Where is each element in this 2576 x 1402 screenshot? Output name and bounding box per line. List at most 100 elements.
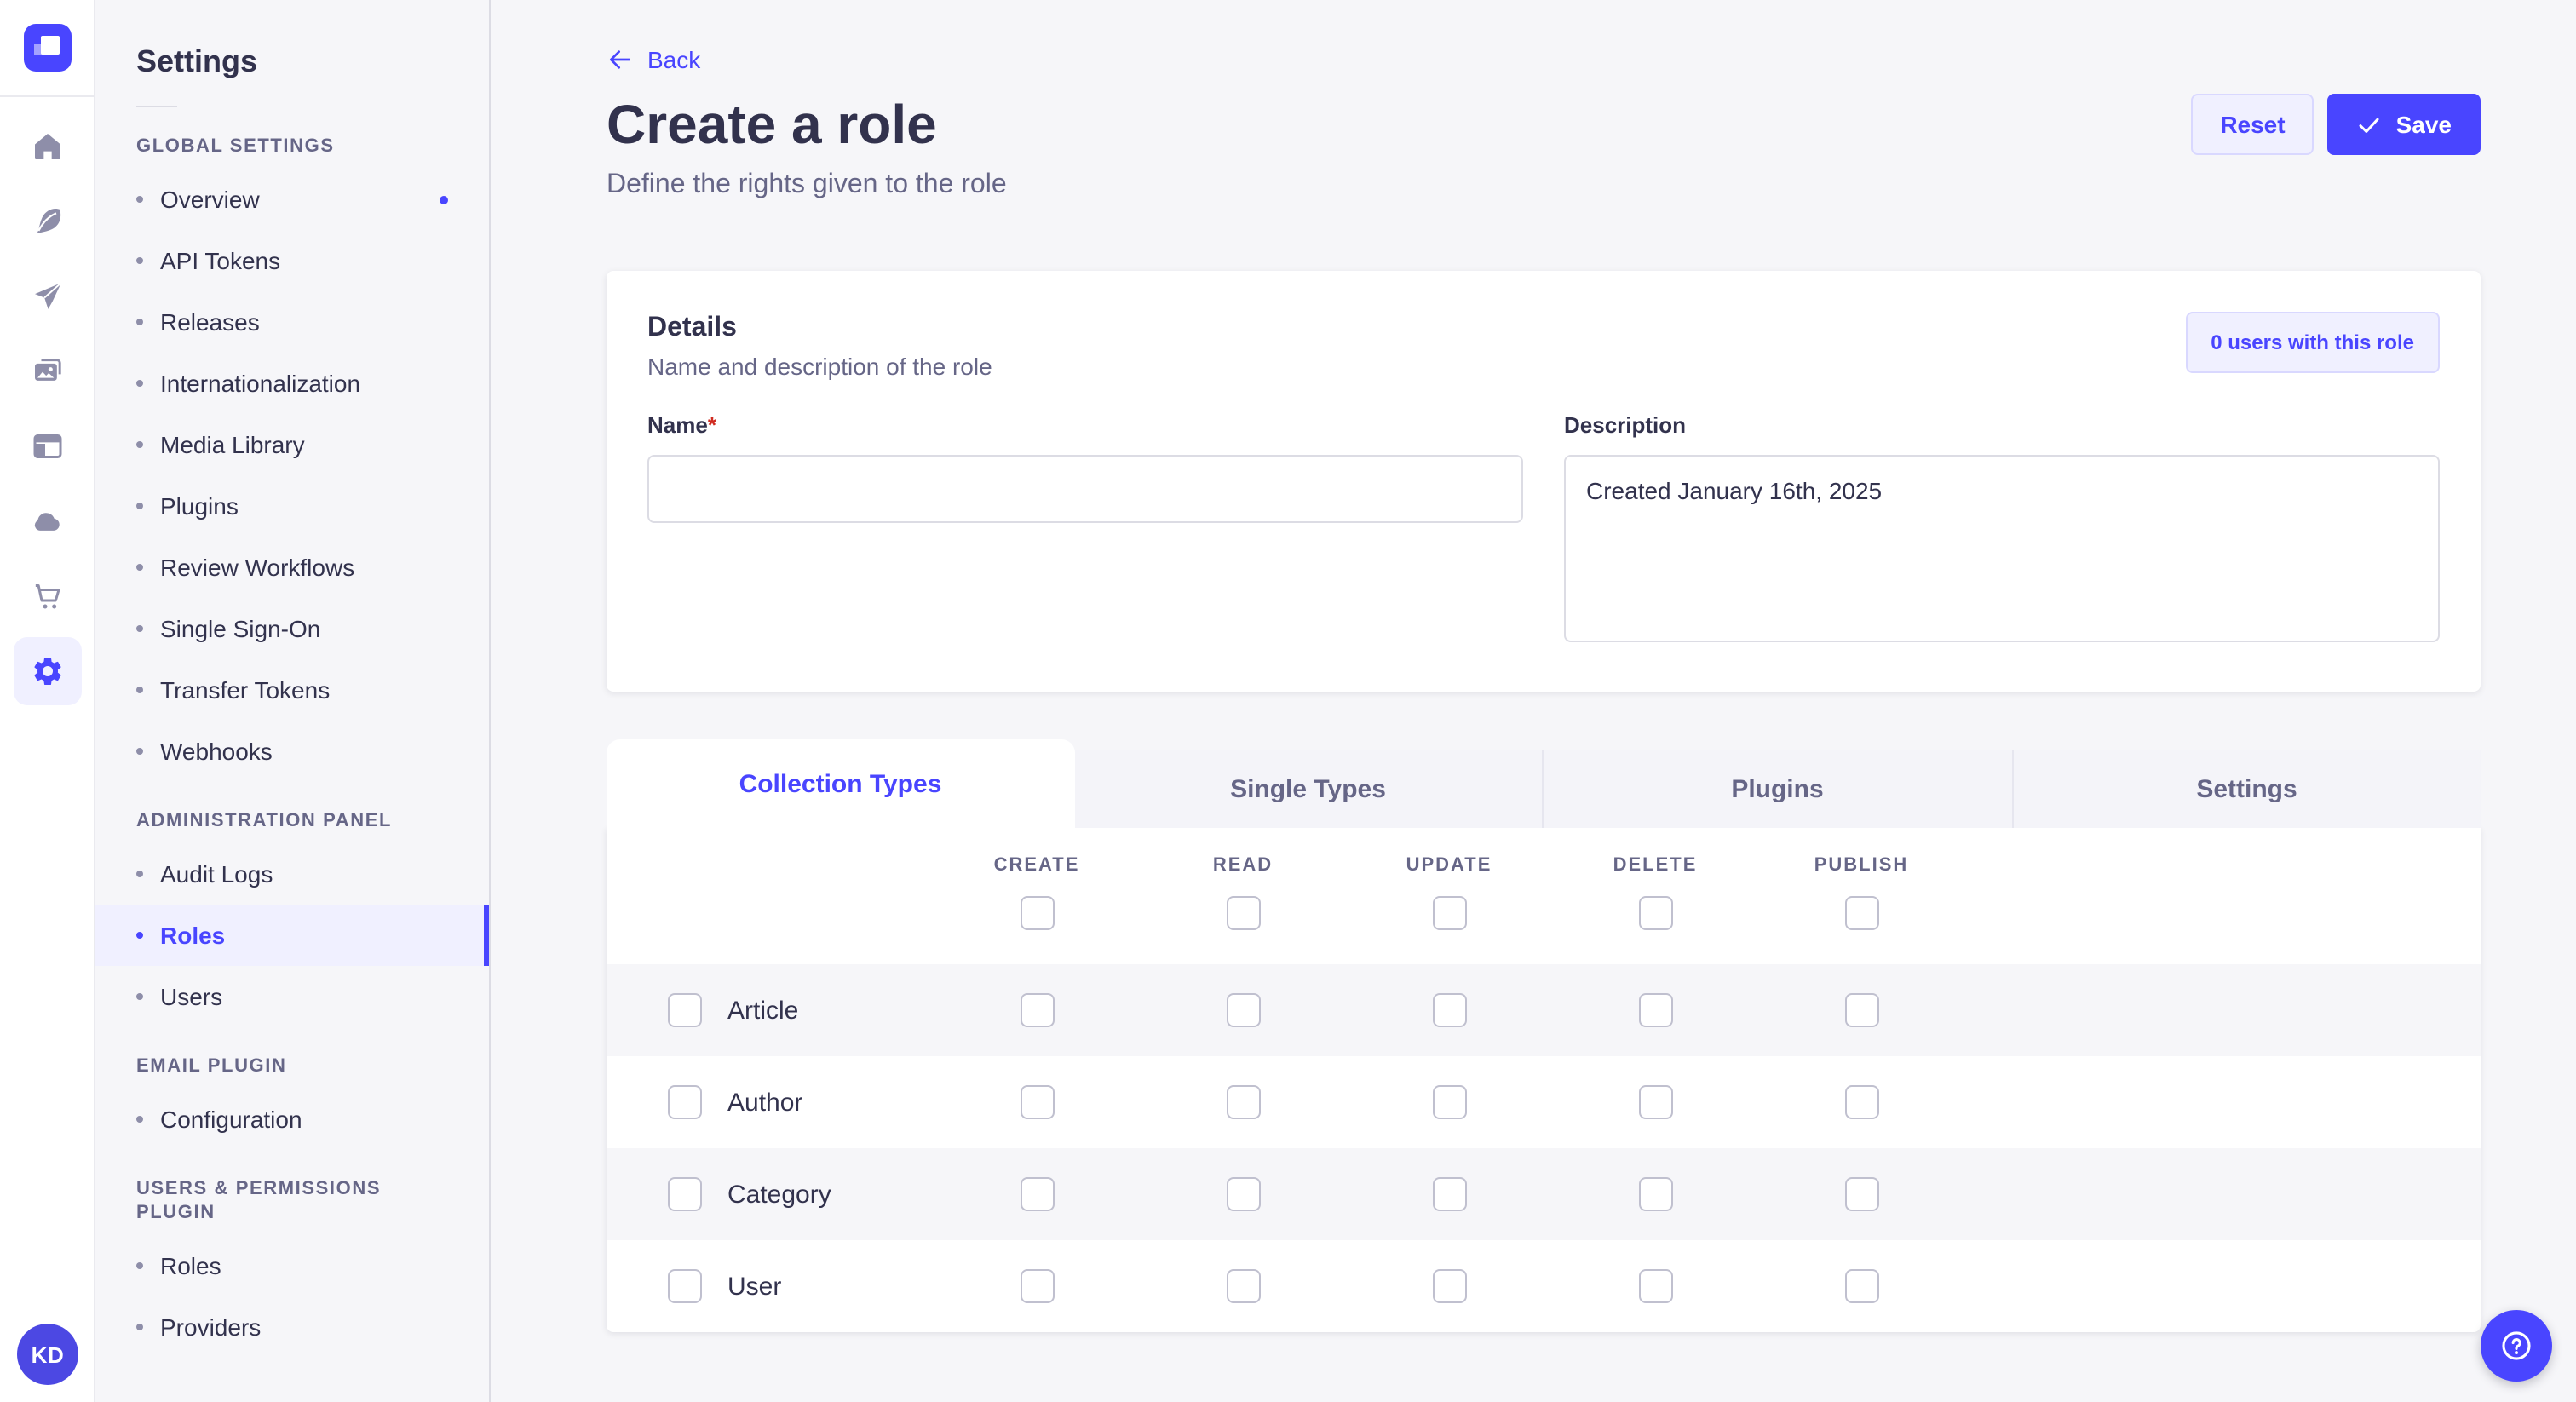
title-row: Create a role Reset Save: [607, 94, 2481, 155]
sidebar-section-administration-panel: ADMINISTRATION PANEL: [136, 811, 393, 831]
sidebar-item-api-tokens[interactable]: API Tokens: [95, 230, 489, 291]
sidebar-item-providers[interactable]: Providers: [95, 1296, 489, 1358]
sidebar-item-label: Overview: [160, 186, 260, 213]
details-title: Details: [647, 313, 737, 342]
sidebar-item-label: Roles: [160, 1252, 221, 1279]
sidebar-item-releases[interactable]: Releases: [95, 291, 489, 353]
bullet-icon: [136, 687, 143, 693]
row-label: User: [727, 1272, 782, 1301]
sidebar-item-audit-logs[interactable]: Audit Logs: [95, 843, 489, 905]
checkbox-user-create[interactable]: [1020, 1269, 1054, 1303]
column-header-create: CREATE: [993, 855, 1080, 876]
tab-collection-types[interactable]: Collection Types: [607, 739, 1074, 828]
bullet-icon: [136, 503, 143, 509]
paper-plane-icon[interactable]: [13, 262, 81, 330]
details-card-head: Details Name and description of the role…: [647, 312, 2440, 380]
sidebar-section-users-permissions-plugin: USERS & PERMISSIONS PLUGIN: [136, 1179, 382, 1223]
reset-label: Reset: [2220, 111, 2286, 138]
checkbox-user-publish[interactable]: [1844, 1269, 1878, 1303]
help-button[interactable]: [2481, 1310, 2552, 1382]
checkbox-author-read[interactable]: [1226, 1085, 1260, 1119]
checkbox-category-create[interactable]: [1020, 1177, 1054, 1211]
sidebar-item-configuration[interactable]: Configuration: [95, 1089, 489, 1150]
sidebar-title: Settings: [136, 44, 258, 78]
required-asterisk: *: [707, 412, 716, 438]
permissions-header-labels: CREATE READ UPDATE DELETE PUBLISH: [607, 855, 2481, 876]
checkbox-user-row[interactable]: [668, 1269, 702, 1303]
sidebar-item-single-sign-on[interactable]: Single Sign-On: [95, 598, 489, 659]
tab-plugins[interactable]: Plugins: [1542, 750, 2011, 828]
sidebar-item-internationalization[interactable]: Internationalization: [95, 353, 489, 414]
reset-button[interactable]: Reset: [2191, 94, 2314, 155]
sidebar-item-label: Providers: [160, 1313, 262, 1341]
bullet-icon: [136, 625, 143, 632]
checkbox-article-publish[interactable]: [1844, 993, 1878, 1027]
sidebar-item-roles-admin[interactable]: Roles: [95, 905, 489, 966]
checkbox-author-update[interactable]: [1432, 1085, 1466, 1119]
checkbox-category-delete[interactable]: [1638, 1177, 1672, 1211]
bullet-icon: [136, 871, 143, 877]
sidebar-item-plugins[interactable]: Plugins: [95, 475, 489, 537]
sidebar-item-label: Webhooks: [160, 738, 273, 765]
checkbox-article-update[interactable]: [1432, 993, 1466, 1027]
checkbox-user-update[interactable]: [1432, 1269, 1466, 1303]
checkbox-user-delete[interactable]: [1638, 1269, 1672, 1303]
checkbox-article-row[interactable]: [668, 993, 702, 1027]
table-row-author: Author: [607, 1056, 2481, 1148]
name-input[interactable]: [647, 455, 1523, 523]
checkbox-category-row[interactable]: [668, 1177, 702, 1211]
sidebar-item-webhooks[interactable]: Webhooks: [95, 721, 489, 782]
check-icon: [2360, 117, 2380, 132]
sidebar-item-roles-up[interactable]: Roles: [95, 1235, 489, 1296]
column-header-delete: DELETE: [1613, 855, 1698, 876]
checkbox-category-publish[interactable]: [1844, 1177, 1878, 1211]
checkbox-all-delete[interactable]: [1638, 896, 1672, 930]
tab-single-types[interactable]: Single Types: [1074, 750, 1542, 828]
cloud-icon[interactable]: [13, 487, 81, 555]
checkbox-all-publish[interactable]: [1844, 896, 1878, 930]
user-avatar[interactable]: KD: [17, 1324, 78, 1385]
home-icon[interactable]: [13, 112, 81, 181]
sidebar-section-global-settings: GLOBAL SETTINGS: [136, 136, 335, 157]
checkbox-category-update[interactable]: [1432, 1177, 1466, 1211]
checkbox-all-create[interactable]: [1020, 896, 1054, 930]
bullet-icon: [136, 380, 143, 387]
checkbox-author-create[interactable]: [1020, 1085, 1054, 1119]
description-textarea[interactable]: Created January 16th, 2025: [1564, 455, 2440, 642]
checkbox-user-read[interactable]: [1226, 1269, 1260, 1303]
feather-icon[interactable]: [13, 187, 81, 256]
sidebar-divider: [136, 106, 177, 107]
sidebar-item-overview[interactable]: Overview: [95, 169, 489, 230]
header-actions: Reset Save: [2191, 94, 2481, 155]
checkbox-all-read[interactable]: [1226, 896, 1260, 930]
bullet-icon: [136, 441, 143, 448]
sidebar-item-users[interactable]: Users: [95, 966, 489, 1027]
checkbox-author-delete[interactable]: [1638, 1085, 1672, 1119]
checkbox-article-create[interactable]: [1020, 993, 1054, 1027]
permission-tabs: Collection Types Single Types Plugins Se…: [607, 739, 2481, 828]
sidebar-item-review-workflows[interactable]: Review Workflows: [95, 537, 489, 598]
back-label: Back: [647, 46, 701, 73]
checkbox-author-row[interactable]: [668, 1085, 702, 1119]
content-type-builder-icon[interactable]: [13, 412, 81, 480]
tab-settings[interactable]: Settings: [2011, 750, 2481, 828]
checkbox-category-read[interactable]: [1226, 1177, 1260, 1211]
checkbox-article-read[interactable]: [1226, 993, 1260, 1027]
row-label: Author: [727, 1088, 803, 1117]
sidebar-item-media-library[interactable]: Media Library: [95, 414, 489, 475]
sidebar-item-label: Internationalization: [160, 370, 361, 397]
bullet-icon: [136, 1116, 143, 1123]
sidebar-item-label: Configuration: [160, 1106, 302, 1133]
logo-box: [0, 0, 94, 97]
checkbox-article-delete[interactable]: [1638, 993, 1672, 1027]
users-with-role-button[interactable]: 0 users with this role: [2185, 312, 2440, 373]
save-button[interactable]: Save: [2327, 94, 2481, 155]
back-link[interactable]: Back: [607, 46, 700, 73]
media-library-icon[interactable]: [13, 337, 81, 405]
sidebar-item-transfer-tokens[interactable]: Transfer Tokens: [95, 659, 489, 721]
checkbox-all-update[interactable]: [1432, 896, 1466, 930]
marketplace-cart-icon[interactable]: [13, 562, 81, 630]
sidebar-item-label: API Tokens: [160, 247, 281, 274]
checkbox-author-publish[interactable]: [1844, 1085, 1878, 1119]
settings-gear-icon[interactable]: [13, 637, 81, 705]
